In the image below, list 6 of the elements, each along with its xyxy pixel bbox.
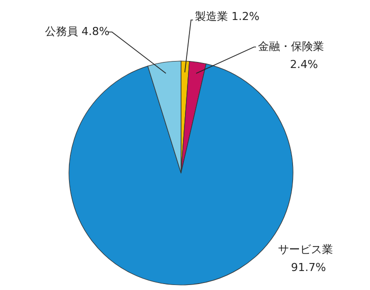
slice-label: サービス業 [278, 243, 333, 256]
data-label: 91.7% [291, 261, 326, 274]
slice-label: 金融・保険業 [258, 40, 324, 53]
slice-label: 公務員 4.8% [45, 25, 110, 38]
slice-label: 製造業 1.2% [195, 10, 260, 23]
data-label: 2.4% [290, 58, 318, 71]
